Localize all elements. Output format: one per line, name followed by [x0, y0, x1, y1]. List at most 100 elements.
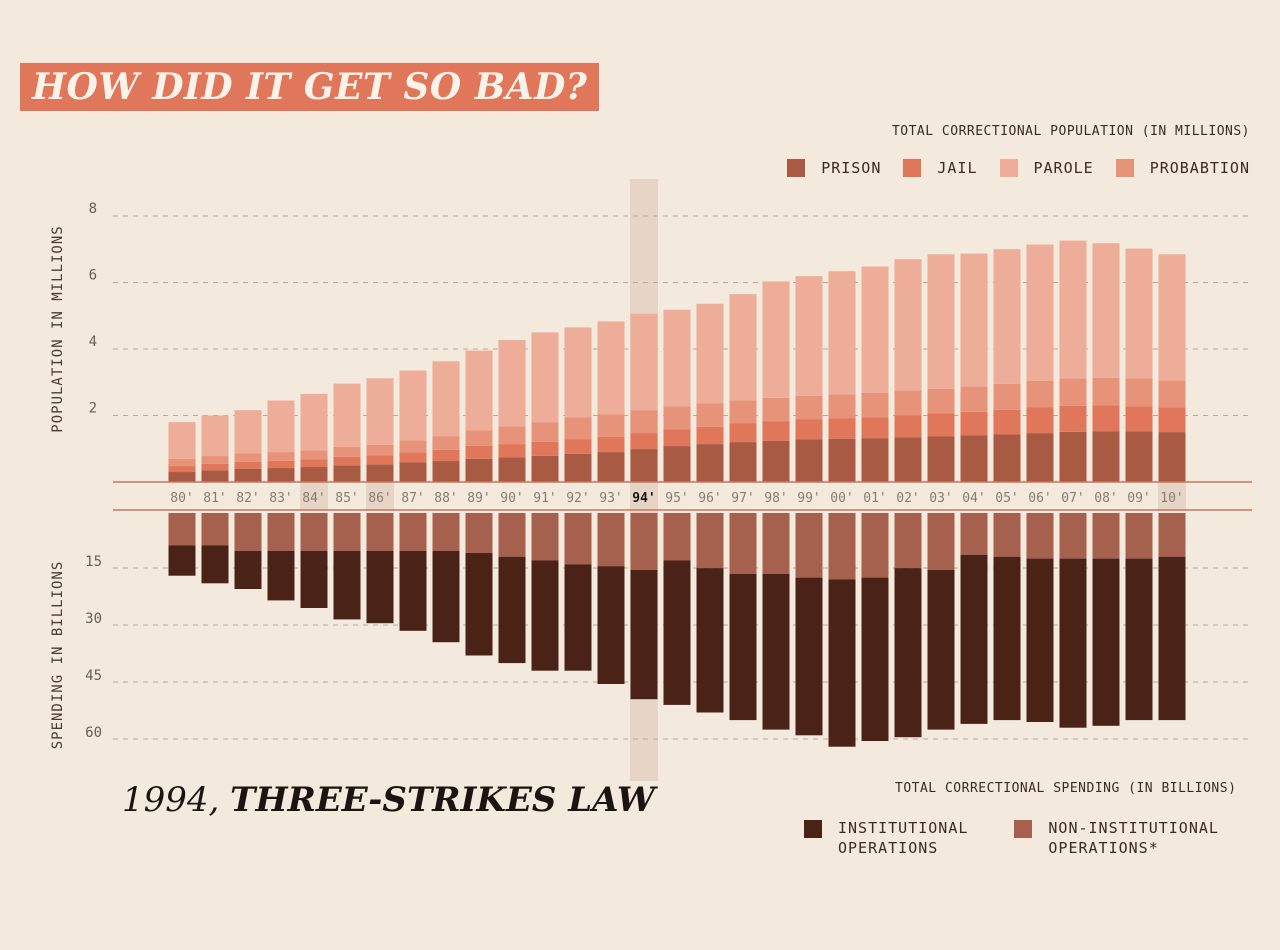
spending-bar-segment [531, 560, 559, 671]
spending-bar-segment [1026, 558, 1054, 722]
population-bar-segment [465, 350, 493, 431]
population-bar-segment [531, 332, 559, 423]
population-bar-segment [1026, 244, 1054, 381]
population-tick-label: 2 [89, 401, 97, 417]
year-tick-label: 05' [995, 491, 1018, 506]
population-bar-segment [1158, 432, 1186, 482]
spending-bar-segment [1125, 558, 1153, 721]
year-tick-label: 89' [467, 491, 490, 506]
population-bar-segment [333, 465, 361, 482]
population-bar-segment [960, 386, 988, 412]
spending-bar-segment [762, 573, 790, 730]
population-tick-label: 6 [89, 268, 97, 284]
label-highlight [300, 482, 328, 511]
spending-bar-segment [696, 568, 724, 713]
legend-item-jail: JAIL [903, 159, 977, 177]
annotation-law: THREE-STRIKES LAW [230, 780, 656, 820]
population-bar-segment [531, 441, 559, 456]
population-bar-segment [630, 433, 658, 450]
year-tick-label: 99' [797, 491, 820, 506]
spending-tick-label: 45 [85, 668, 102, 684]
legend-label-prison: PRISON [821, 159, 882, 177]
population-bar-segment [267, 460, 295, 469]
spending-bar-segment [333, 551, 361, 620]
population-bar-segment [927, 254, 955, 389]
population-bar-segment [234, 468, 262, 482]
year-tick-label: 91' [533, 491, 556, 506]
population-bar-segment [201, 470, 229, 482]
population-bar-segment [564, 327, 592, 418]
population-bar-segment [366, 455, 394, 465]
population-bar-segment [531, 422, 559, 442]
spending-bar-segment [960, 513, 988, 555]
population-bar-segment [597, 414, 625, 437]
legend-swatch-jail [903, 159, 922, 177]
spending-bar-segment [894, 568, 922, 738]
year-tick-label: 97' [731, 491, 754, 506]
spending-bar-segment [861, 577, 889, 741]
spending-bar-segment [630, 570, 658, 700]
annotation: 1994, THREE-STRIKES LAW [122, 780, 655, 820]
population-bar-segment [432, 449, 460, 462]
legend-item-probation: PROBABTION [1115, 159, 1250, 177]
spending-chart-title: TOTAL CORRECTIONAL SPENDING (IN BILLIONS… [895, 781, 1237, 796]
population-bar-segment [201, 463, 229, 471]
spending-bar-segment [1092, 558, 1120, 726]
population-bar-segment [333, 446, 361, 457]
legend-label-probation: PROBABTION [1149, 159, 1250, 177]
population-bar-segment [861, 438, 889, 482]
legend-item-institutional: INSTITUTIONAL OPERATIONS [804, 818, 968, 858]
label-highlight [366, 482, 394, 511]
spending-bar-segment [1092, 513, 1120, 559]
spending-bar-segment [993, 556, 1021, 721]
spending-bar-segment [663, 513, 691, 561]
population-bar-segment [366, 464, 394, 482]
year-tick-label: 06' [1028, 491, 1051, 506]
population-bar-segment [729, 400, 757, 424]
spending-bar-segment [201, 513, 229, 546]
population-bar-segment [696, 303, 724, 404]
year-tick-label: 83' [269, 491, 292, 506]
legend-swatch-non-institutional [1014, 820, 1033, 838]
population-bar-segment [300, 393, 328, 451]
spending-bar-segment [1059, 558, 1087, 728]
year-tick-label: 82' [236, 491, 259, 506]
year-tick-label: 00' [830, 491, 853, 506]
population-bar-segment [1125, 248, 1153, 379]
population-bar-segment [663, 446, 691, 482]
spending-bar-segment [366, 551, 394, 624]
population-bar-segment [234, 453, 262, 462]
legend-swatch-probation [1115, 159, 1134, 177]
year-tick-label: 02' [896, 491, 919, 506]
population-bar-segment [399, 370, 427, 441]
year-tick-label: 96' [698, 491, 721, 506]
spending-bar-segment [399, 513, 427, 551]
spending-bar-segment [729, 573, 757, 721]
spending-bar-segment [663, 560, 691, 705]
spending-bar-segment [234, 513, 262, 551]
population-bar-segment [696, 403, 724, 427]
population-bar-segment [465, 430, 493, 446]
year-tick-label: 86' [368, 491, 391, 506]
population-bar-segment [1125, 378, 1153, 407]
population-bar-segment [1158, 380, 1186, 408]
spending-tick-label: 30 [85, 611, 102, 627]
population-bar-segment [201, 456, 229, 464]
annotation-year: 1994, [122, 780, 220, 820]
spending-legend: INSTITUTIONAL OPERATIONS NON-INSTITUTION… [804, 818, 1219, 858]
population-bar-segment [993, 409, 1021, 435]
population-bar-segment [894, 415, 922, 438]
population-bar-segment [1059, 405, 1087, 432]
spending-bar-segment [432, 551, 460, 643]
population-legend: PRISON JAIL PAROLE PROBABTION [787, 159, 1250, 177]
population-bar-segment [267, 452, 295, 461]
population-tick-label: 8 [89, 201, 97, 217]
population-bar-segment [597, 452, 625, 482]
spending-bar-segment [267, 513, 295, 551]
population-axis-label: POPULATION IN MILLIONS [50, 225, 66, 432]
year-tick-label: 08' [1094, 491, 1117, 506]
spending-bar-segment [300, 513, 328, 551]
population-bar-segment [366, 378, 394, 445]
spending-bar-segment [564, 564, 592, 671]
spending-bar-segment [168, 513, 196, 546]
